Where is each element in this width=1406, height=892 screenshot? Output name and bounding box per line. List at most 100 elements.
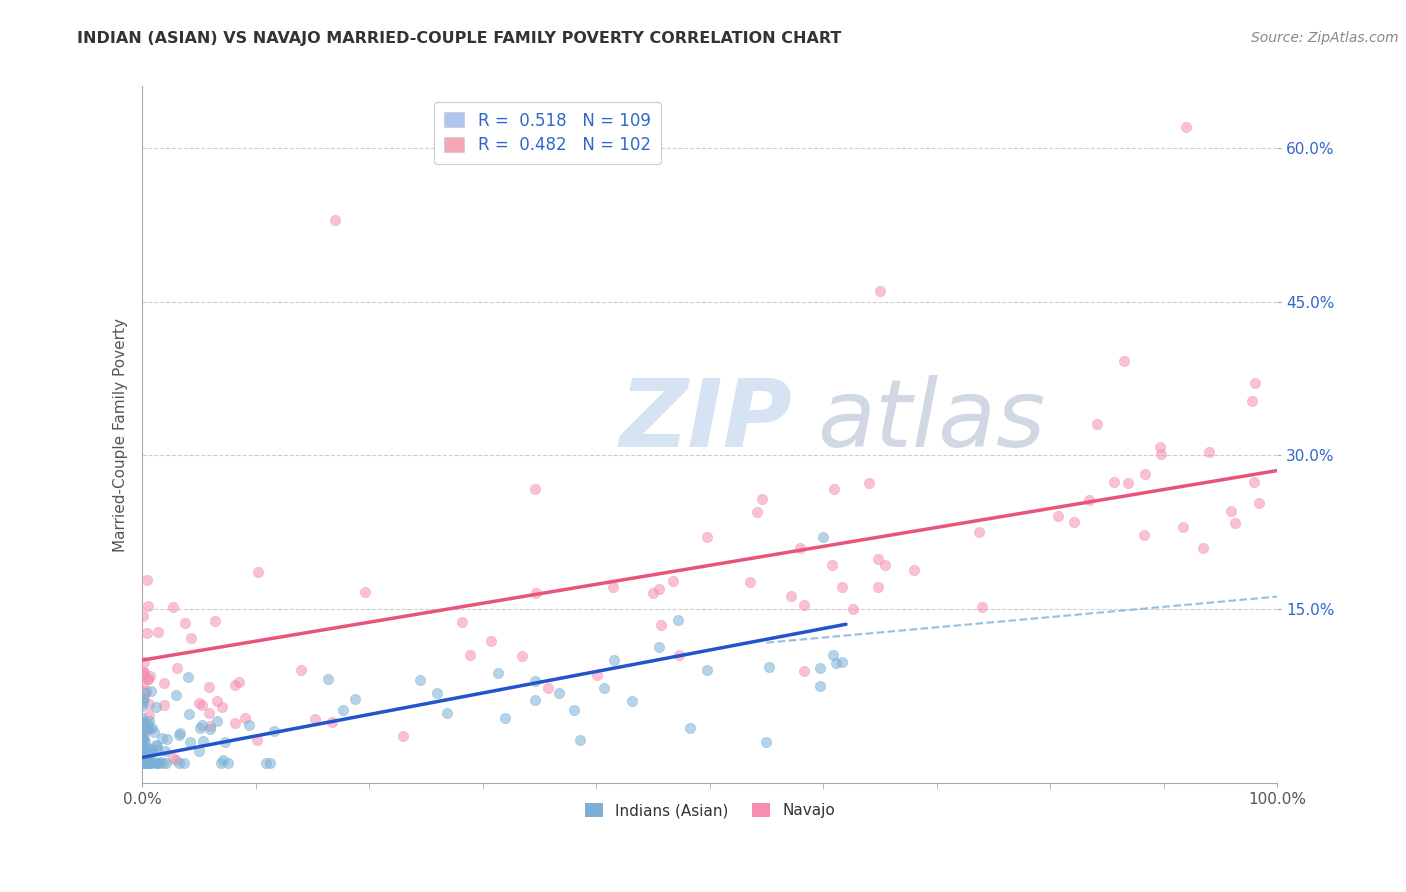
Point bbox=[141, 721, 163, 735]
Point bbox=[188, 721, 211, 735]
Point bbox=[666, 613, 689, 627]
Point bbox=[131, 749, 153, 764]
Point bbox=[136, 722, 159, 736]
Point bbox=[198, 680, 221, 694]
Point bbox=[1085, 417, 1108, 431]
Point bbox=[136, 723, 159, 737]
Point bbox=[967, 525, 990, 540]
Point bbox=[152, 675, 174, 690]
Point bbox=[1114, 353, 1136, 368]
Point bbox=[247, 565, 270, 579]
Point bbox=[187, 696, 209, 710]
Point bbox=[678, 721, 700, 735]
Point bbox=[131, 677, 153, 691]
Point bbox=[132, 731, 155, 745]
Point bbox=[146, 743, 169, 757]
Point bbox=[1192, 541, 1215, 556]
Point bbox=[131, 699, 153, 714]
Point bbox=[524, 692, 547, 706]
Point bbox=[200, 723, 222, 737]
Point bbox=[205, 714, 228, 728]
Point bbox=[1243, 376, 1265, 391]
Point bbox=[409, 673, 432, 688]
Point bbox=[138, 721, 160, 735]
Point bbox=[132, 656, 155, 670]
Point bbox=[831, 580, 853, 594]
Point bbox=[526, 585, 548, 599]
Point bbox=[602, 581, 624, 595]
Point bbox=[214, 735, 236, 749]
Point bbox=[873, 558, 896, 573]
Point bbox=[204, 614, 226, 628]
Point bbox=[132, 695, 155, 709]
Point bbox=[134, 755, 156, 769]
Point bbox=[165, 754, 187, 768]
Point bbox=[207, 693, 229, 707]
Point bbox=[132, 745, 155, 759]
Point bbox=[169, 726, 191, 740]
Point bbox=[141, 744, 163, 758]
Point bbox=[146, 756, 169, 770]
Point bbox=[780, 589, 803, 603]
Point bbox=[1247, 496, 1270, 510]
Point bbox=[866, 551, 889, 566]
Point bbox=[813, 530, 835, 544]
Point bbox=[332, 703, 354, 717]
Point bbox=[321, 715, 343, 730]
Point bbox=[789, 541, 811, 555]
Point bbox=[751, 491, 773, 506]
Point bbox=[132, 756, 155, 770]
Point bbox=[1135, 467, 1157, 481]
Point bbox=[391, 729, 413, 743]
Point bbox=[479, 634, 502, 648]
Point bbox=[198, 706, 221, 720]
Point bbox=[323, 212, 346, 227]
Point bbox=[536, 681, 558, 695]
Point bbox=[152, 756, 174, 770]
Point bbox=[139, 683, 162, 698]
Point bbox=[141, 742, 163, 756]
Point bbox=[132, 665, 155, 679]
Point bbox=[132, 609, 155, 624]
Point bbox=[510, 648, 533, 663]
Point bbox=[141, 756, 163, 770]
Point bbox=[1198, 445, 1220, 459]
Point bbox=[263, 724, 285, 739]
Text: ZIP: ZIP bbox=[619, 375, 792, 467]
Point bbox=[1150, 447, 1173, 461]
Point bbox=[593, 681, 616, 695]
Point bbox=[146, 756, 169, 770]
Point bbox=[1078, 493, 1101, 508]
Point bbox=[138, 697, 160, 711]
Point bbox=[808, 679, 831, 693]
Point bbox=[174, 616, 197, 631]
Point bbox=[153, 698, 176, 712]
Point bbox=[1220, 504, 1243, 518]
Text: Source: ZipAtlas.com: Source: ZipAtlas.com bbox=[1251, 31, 1399, 45]
Point bbox=[643, 586, 665, 600]
Point bbox=[187, 743, 209, 757]
Point bbox=[620, 694, 643, 708]
Point bbox=[1171, 520, 1194, 534]
Point bbox=[135, 574, 157, 588]
Legend: Indians (Asian), Navajo: Indians (Asian), Navajo bbox=[579, 797, 841, 824]
Y-axis label: Married-Couple Family Poverty: Married-Couple Family Poverty bbox=[114, 318, 128, 551]
Point bbox=[145, 738, 167, 752]
Point bbox=[146, 624, 169, 639]
Point bbox=[217, 756, 239, 770]
Point bbox=[136, 626, 159, 640]
Point bbox=[191, 734, 214, 748]
Point bbox=[238, 717, 260, 731]
Point bbox=[138, 756, 160, 770]
Point bbox=[451, 615, 474, 630]
Point bbox=[155, 756, 177, 770]
Text: INDIAN (ASIAN) VS NAVAJO MARRIED-COUPLE FAMILY POVERTY CORRELATION CHART: INDIAN (ASIAN) VS NAVAJO MARRIED-COUPLE … bbox=[77, 31, 842, 46]
Point bbox=[132, 665, 155, 680]
Point bbox=[586, 667, 609, 681]
Point bbox=[135, 684, 157, 698]
Point bbox=[246, 733, 269, 747]
Point bbox=[354, 585, 377, 599]
Point bbox=[233, 711, 256, 725]
Point bbox=[131, 731, 153, 746]
Point bbox=[792, 599, 814, 613]
